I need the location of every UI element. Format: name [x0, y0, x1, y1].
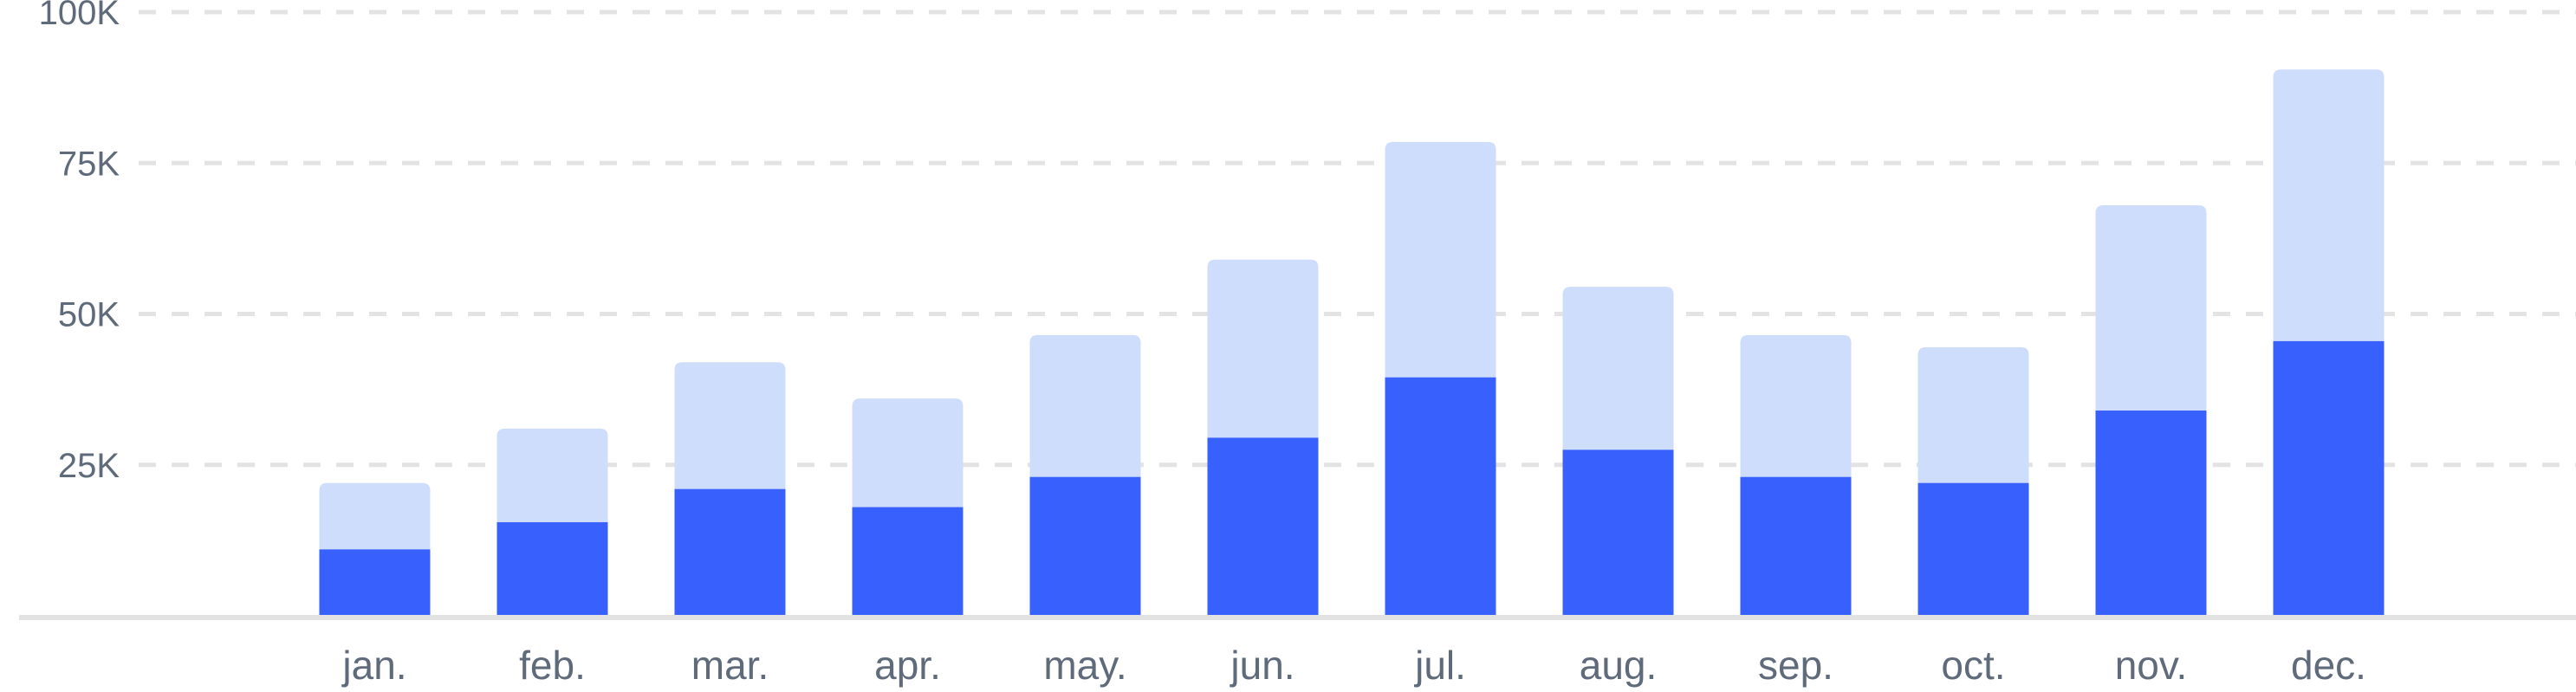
bar-segment-lower	[1562, 449, 1674, 616]
bar-segment-lower	[2095, 411, 2207, 616]
y-axis-tick-labels: 25K 50K 75K 100K	[39, 0, 120, 485]
x-tick-label: mar.	[691, 643, 769, 688]
bar-segment-lower	[674, 488, 786, 616]
bar-segment-upper	[674, 362, 786, 489]
x-tick-label: jul.	[1413, 643, 1466, 688]
bar-segment-upper	[1029, 334, 1141, 477]
y-tick-label: 100K	[39, 0, 120, 32]
bar-segment-upper	[852, 398, 964, 508]
bar-segment-lower	[1917, 482, 2029, 616]
bar-segment-upper	[1917, 346, 2029, 483]
bar-segment-upper	[1740, 334, 1852, 477]
bar-segment-upper	[496, 428, 608, 522]
bar-segment-lower	[496, 521, 608, 616]
y-tick-label: 50K	[58, 296, 120, 334]
bar-segment-lower	[319, 549, 431, 616]
bar-segment-lower	[1385, 377, 1496, 616]
x-tick-label: may.	[1043, 643, 1126, 688]
x-tick-label: sep.	[1758, 643, 1833, 688]
bars	[319, 69, 2385, 616]
bar-segment-lower	[1740, 476, 1852, 616]
x-tick-label: nov.	[2115, 643, 2188, 688]
bar-segment-upper	[1207, 259, 1319, 438]
bar-segment-upper	[1385, 141, 1496, 378]
grid-lines	[139, 10, 2576, 468]
x-tick-label: aug.	[1580, 643, 1658, 688]
y-tick-label: 25K	[58, 447, 120, 485]
bar-segment-lower	[852, 507, 964, 616]
x-tick-label: feb.	[519, 643, 586, 688]
y-tick-label: 75K	[58, 145, 120, 183]
bar-segment-upper	[2273, 69, 2385, 341]
bar-segment-lower	[1207, 437, 1319, 616]
x-tick-label: apr.	[874, 643, 941, 688]
x-axis-category-labels: jan. feb. mar. apr. may. jun. jul. aug. sep. oct.…	[341, 643, 2366, 688]
bar-segment-lower	[1029, 476, 1141, 616]
bar-segment-upper	[319, 482, 431, 550]
x-tick-label: dec.	[2291, 643, 2366, 688]
bar-segment-lower	[2273, 340, 2385, 616]
x-tick-label: oct.	[1941, 643, 2005, 688]
x-tick-label: jun.	[1229, 643, 1294, 688]
x-tick-label: jan.	[341, 643, 406, 688]
bar-segment-upper	[1562, 287, 1674, 450]
bar-segment-upper	[2095, 205, 2207, 411]
